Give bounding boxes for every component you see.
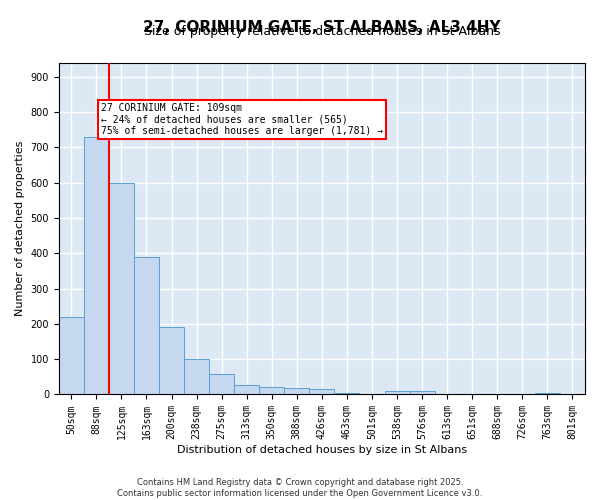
Bar <box>184 359 209 394</box>
Bar <box>109 182 134 394</box>
Bar <box>410 391 434 394</box>
Text: 27, CORINIUM GATE, ST ALBANS, AL3 4HY: 27, CORINIUM GATE, ST ALBANS, AL3 4HY <box>143 20 501 34</box>
Bar <box>234 384 259 394</box>
Bar <box>385 391 410 394</box>
Title: Size of property relative to detached houses in St Albans: Size of property relative to detached ho… <box>143 25 500 38</box>
Bar <box>310 389 334 394</box>
Bar <box>259 386 284 394</box>
Y-axis label: Number of detached properties: Number of detached properties <box>15 141 25 316</box>
Bar <box>84 137 109 394</box>
Bar <box>535 392 560 394</box>
Text: Contains HM Land Registry data © Crown copyright and database right 2025.
Contai: Contains HM Land Registry data © Crown c… <box>118 478 482 498</box>
Bar <box>284 388 310 394</box>
Bar <box>209 374 234 394</box>
Text: 27 CORINIUM GATE: 109sqm
← 24% of detached houses are smaller (565)
75% of semi-: 27 CORINIUM GATE: 109sqm ← 24% of detach… <box>101 102 383 136</box>
Bar <box>59 317 84 394</box>
Bar <box>159 328 184 394</box>
X-axis label: Distribution of detached houses by size in St Albans: Distribution of detached houses by size … <box>177 445 467 455</box>
Bar <box>134 257 159 394</box>
